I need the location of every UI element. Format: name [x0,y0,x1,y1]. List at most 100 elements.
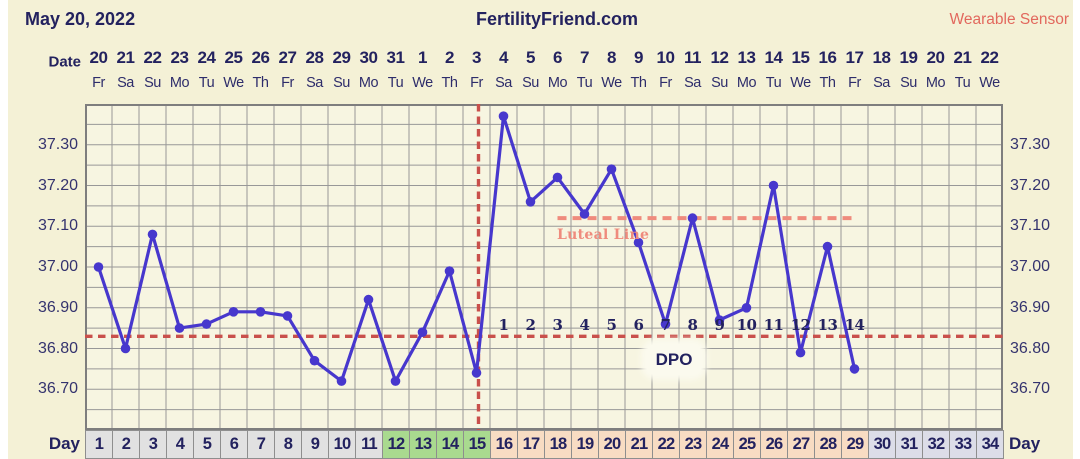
dpo-number: 8 [687,316,698,334]
date-label: 6 [553,48,562,67]
temp-point[interactable] [768,180,779,191]
date-label: 10 [656,48,675,67]
temp-point[interactable] [498,111,509,121]
temp-point[interactable] [336,376,347,386]
temp-point[interactable] [525,197,536,207]
date-label: 2 [445,48,454,67]
day-cell[interactable]: 17 [517,430,545,459]
temp-point[interactable] [471,368,482,378]
day-row-label-left: Day [48,434,80,453]
temp-point[interactable] [390,376,401,386]
day-cell[interactable]: 10 [328,430,356,459]
day-cell[interactable]: 8 [274,430,302,459]
date-label: 24 [197,48,216,67]
temp-point[interactable] [606,164,617,174]
temp-tick-left: 36.90 [37,298,78,316]
temp-point[interactable] [633,237,644,248]
day-cell[interactable]: 22 [652,430,680,459]
temp-point[interactable] [822,241,833,252]
day-cell[interactable]: 6 [220,430,248,459]
day-cell[interactable]: 34 [976,430,1004,459]
date-label: 13 [737,48,756,67]
date-label: 29 [332,48,351,67]
day-cell[interactable]: 11 [355,430,383,459]
weekday-label: Mo [925,75,946,91]
day-cell[interactable]: 2 [112,430,140,459]
day-cell[interactable]: 3 [139,430,167,459]
weekday-label: Tu [198,75,215,91]
dpo-number: 6 [633,316,644,334]
weekday-label: We [790,75,811,91]
dpo-number: 2 [525,316,536,334]
day-cell[interactable]: 15 [463,430,491,459]
day-cell[interactable]: 1 [85,430,113,459]
temp-point[interactable] [849,364,860,374]
temp-point[interactable] [282,311,293,321]
day-cell[interactable]: 13 [409,430,437,459]
weekday-label: Th [630,75,647,91]
weekday-label: Mo [358,75,379,91]
date-label: 15 [791,48,810,67]
temp-point[interactable] [417,327,428,337]
date-label: 1 [418,48,427,67]
day-cell[interactable]: 32 [922,430,950,459]
date-label: 22 [980,48,999,67]
day-cell[interactable]: 16 [490,430,518,459]
temp-tick-right: 37.00 [1010,258,1051,275]
day-cell[interactable]: 5 [193,430,221,459]
temp-point[interactable] [93,262,104,272]
day-cell[interactable]: 18 [544,430,572,459]
dpo-number: 3 [552,316,563,334]
weekday-label: Tu [576,75,593,91]
weekday-label: We [223,75,244,91]
day-cell[interactable]: 27 [787,430,815,459]
day-cell[interactable]: 33 [949,430,977,459]
day-cell[interactable]: 7 [247,430,275,459]
day-cell[interactable]: 23 [679,430,707,459]
date-row-label: Date [48,53,81,71]
temp-point[interactable] [660,319,671,329]
weekday-label: Th [819,75,836,91]
temp-point[interactable] [579,209,590,219]
temp-point[interactable] [120,343,131,354]
date-label: 5 [526,48,535,67]
weekday-label: Tu [387,75,404,91]
temp-tick-right: 36.70 [1010,380,1051,398]
temp-point[interactable] [228,307,239,317]
dpo-number: 9 [714,316,725,334]
day-cell[interactable]: 9 [301,430,329,459]
day-cell[interactable]: 28 [814,430,842,459]
temp-point[interactable] [363,294,374,305]
temp-point[interactable] [687,213,698,223]
temp-point[interactable] [174,323,185,333]
temp-point[interactable] [444,266,455,276]
temp-point[interactable] [552,172,563,183]
weekday-label: Fr [92,75,105,91]
date-label: 23 [170,48,189,67]
day-cell[interactable]: 31 [895,430,923,459]
day-cell[interactable]: 4 [166,430,194,459]
date-label: 8 [607,48,616,67]
day-cell[interactable]: 19 [571,430,599,459]
temp-point[interactable] [201,319,212,329]
dpo-number: 14 [844,316,865,334]
temp-point[interactable] [741,303,752,313]
day-cell[interactable]: 20 [598,430,626,459]
day-cell[interactable]: 26 [760,430,788,459]
day-cell[interactable]: 25 [733,430,761,459]
weekday-label: Mo [736,75,757,91]
day-cell[interactable]: 14 [436,430,464,459]
temp-point[interactable] [309,355,320,366]
temp-point[interactable] [714,315,725,325]
day-row-label-right: Day [1009,434,1041,453]
temp-point[interactable] [255,307,266,317]
temp-point[interactable] [795,347,806,358]
date-label: 21 [116,48,135,67]
day-cell[interactable]: 29 [841,430,869,459]
day-cell[interactable]: 24 [706,430,734,459]
day-cell[interactable]: 12 [382,430,410,459]
day-cell[interactable]: 30 [868,430,896,459]
day-cell[interactable]: 21 [625,430,653,459]
dpo-number: 1 [498,316,509,334]
temp-point[interactable] [147,229,158,240]
